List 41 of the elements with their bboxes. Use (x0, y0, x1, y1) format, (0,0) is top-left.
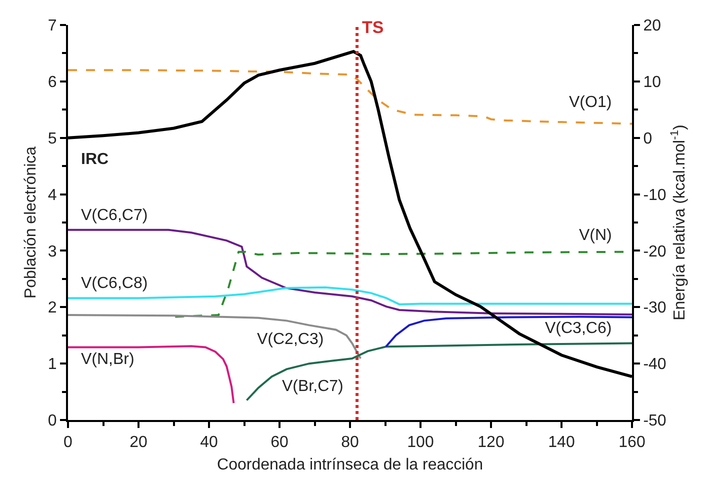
y2-tick-label: -40 (643, 356, 666, 374)
series-label: V(C6,C7) (81, 207, 148, 224)
x-tick-label: 0 (64, 434, 73, 452)
x-tick-label: 100 (407, 434, 434, 452)
y-tick-label: 1 (48, 356, 57, 374)
x-tick-label: 20 (130, 434, 148, 452)
y2-tick-label: -10 (643, 186, 666, 204)
y-tick-label: 6 (48, 74, 57, 92)
line-series (384, 316, 632, 348)
series-label: V(C6,C8) (81, 275, 148, 292)
y-tick-label: 0 (48, 412, 57, 430)
y2-tick-label: -50 (643, 412, 666, 430)
y-tick-label: 2 (48, 300, 57, 317)
line-series (68, 228, 632, 316)
y2-tick-label: -20 (643, 243, 666, 260)
line-series (68, 345, 235, 404)
ref-line-label: TS (362, 18, 384, 37)
series-label: V(C3,C6) (545, 320, 612, 337)
series-label: IRC (81, 151, 109, 168)
line-series (68, 69, 632, 125)
x-tick-label: 40 (200, 434, 218, 452)
x-tick-label: 80 (341, 434, 359, 452)
series-label: V(C2,C3) (257, 331, 324, 348)
y-tick-label: 5 (48, 130, 57, 148)
y-tick-label: 7 (48, 18, 57, 35)
series-label: V(N) (579, 227, 612, 244)
y-tick-label: 4 (48, 186, 57, 204)
y2-tick-label: 20 (643, 18, 662, 35)
y2-tick-label: 0 (643, 130, 652, 148)
x-tick-label: 120 (478, 434, 504, 452)
y2-tick-label: 10 (643, 74, 662, 92)
y2-tick-label: -30 (643, 300, 666, 317)
series-label: V(Br,C7) (282, 378, 344, 395)
x-tick-label: 60 (270, 434, 288, 452)
x-tick-label: 140 (548, 434, 575, 452)
x-tick-label: 160 (618, 434, 646, 452)
y-axis-title: Población electrónica (22, 146, 40, 299)
series-label: V(N,Br) (81, 351, 134, 368)
series-label: V(O1) (569, 94, 612, 111)
y-tick-label: 3 (48, 243, 57, 260)
x-axis-title: Coordenada intrínseca de la reacción (217, 456, 483, 474)
